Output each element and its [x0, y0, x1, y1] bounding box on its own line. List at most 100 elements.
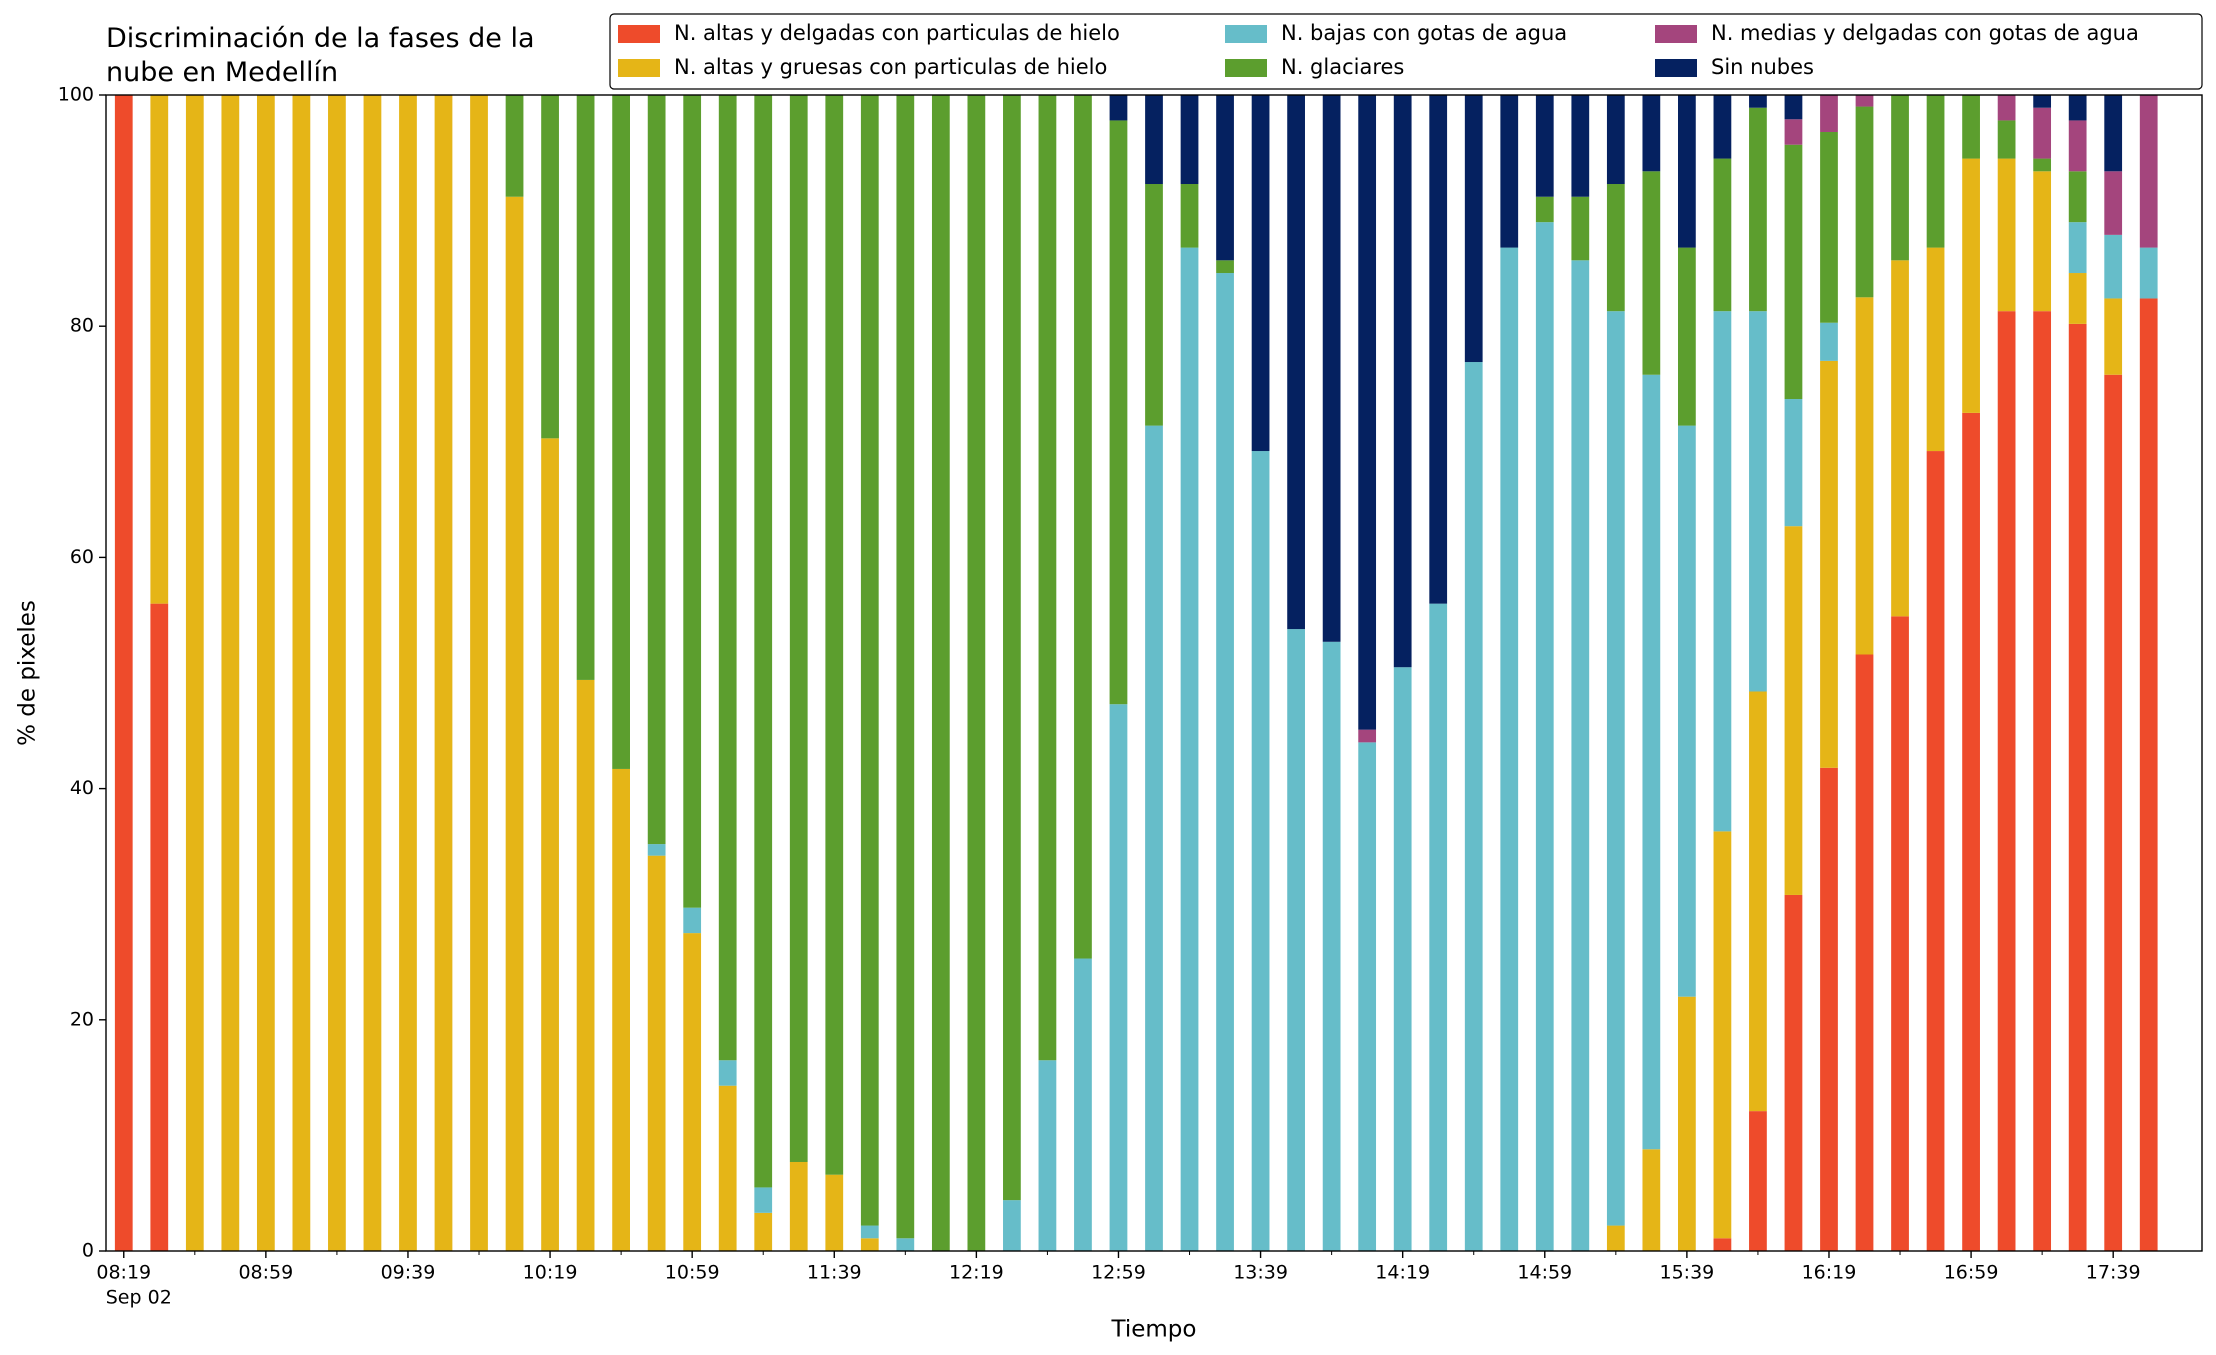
bar-segment: [1074, 95, 1092, 959]
bar-segment: [1287, 629, 1305, 1251]
bar-segment: [2104, 298, 2123, 375]
bar-segment: [576, 679, 595, 1251]
bar-segment: [825, 1174, 844, 1251]
bar-segment: [1997, 311, 2016, 1251]
bar-segment: [1713, 158, 1732, 312]
bar-segment: [292, 95, 311, 1251]
bar-segment: [1820, 767, 1838, 1251]
x-tick-label: 17:39: [2086, 1262, 2141, 1284]
legend-swatch: [1655, 59, 1697, 77]
bar-segment: [896, 95, 915, 1239]
legend-label: N. altas y gruesas con particulas de hie…: [674, 55, 1107, 79]
bar-segment: [1038, 1060, 1057, 1251]
bar-segment: [1678, 996, 1696, 1251]
legend-label: N. glaciares: [1281, 55, 1404, 79]
x-tick-label: 16:59: [1944, 1262, 1999, 1284]
bar-segment: [2104, 171, 2123, 235]
bar-segment: [1464, 362, 1483, 1251]
y-tick-label: 40: [70, 777, 94, 799]
bar-segment: [647, 95, 666, 845]
bar-segment: [470, 95, 488, 1251]
bar-segment: [1784, 144, 1803, 400]
x-tick-label: 14:19: [1375, 1262, 1430, 1284]
bar-segment: [1606, 95, 1625, 185]
x-tick-label: 14:59: [1517, 1262, 1572, 1284]
bar-segment: [1855, 297, 1874, 655]
chart-title: Discriminación de la fases de la nube en…: [106, 23, 535, 88]
bar-segment: [2104, 374, 2123, 1251]
bar-segment: [1891, 260, 1909, 617]
bar-segment: [2033, 171, 2052, 312]
bar-segment: [789, 1161, 808, 1251]
bar-segment: [1180, 184, 1199, 248]
bar-segment: [1784, 526, 1803, 895]
bar-segment: [2139, 247, 2158, 299]
bar-segment: [1997, 120, 2016, 159]
bar-segment: [1678, 425, 1696, 997]
bar-segment: [1749, 1111, 1767, 1251]
x-tick-label: 08:19: [96, 1262, 151, 1284]
bar-segment: [505, 95, 524, 197]
bar-segment: [1642, 171, 1661, 375]
bar-segment: [789, 95, 808, 1162]
x-tick-label: 09:39: [381, 1262, 436, 1284]
bar-segment: [1926, 95, 1945, 248]
bar-segment: [612, 95, 630, 769]
bar-segment: [1322, 95, 1341, 642]
bar-segment: [2068, 273, 2087, 324]
bar-segment: [1500, 95, 1519, 248]
bar-segment: [825, 95, 844, 1175]
bar-segment: [1571, 95, 1590, 197]
bar-segment: [1713, 95, 1732, 159]
bar-segment: [718, 1085, 737, 1251]
bar-segment: [2068, 95, 2087, 121]
bar-segment: [1678, 95, 1696, 248]
bar-segment: [1571, 260, 1590, 1252]
bar-segment: [1145, 425, 1163, 1252]
bar-segment: [434, 95, 453, 1251]
y-tick-label: 100: [58, 84, 94, 106]
legend-swatch: [1225, 25, 1267, 43]
bar-segment: [1713, 831, 1732, 1239]
bar-segment: [1109, 704, 1128, 1251]
bar-segment: [1074, 958, 1092, 1251]
bar-segment: [718, 95, 737, 1061]
bar-segment: [860, 95, 879, 1226]
bar-segment: [1393, 667, 1412, 1251]
bar-segment: [1358, 742, 1377, 1251]
bar-segment: [1109, 95, 1128, 121]
bar-segment: [1855, 106, 1874, 298]
x-tick-label: 08:59: [238, 1262, 293, 1284]
bar-segment: [1180, 247, 1199, 1252]
bar-segment: [718, 1060, 737, 1086]
bar-segment: [1962, 158, 1980, 413]
bar-segment: [363, 95, 382, 1251]
bar-segment: [1749, 691, 1767, 1112]
bar-segment: [399, 95, 417, 1251]
legend-swatch: [1655, 25, 1697, 43]
bar-segment: [2033, 95, 2052, 108]
bar-segment: [2068, 222, 2087, 274]
bar-segment: [1003, 1200, 1021, 1251]
bar-segment: [1216, 95, 1234, 261]
y-tick-label: 0: [82, 1240, 94, 1262]
bar-segment: [1535, 95, 1554, 197]
bar-segment: [931, 95, 950, 1251]
bar-segment: [328, 95, 346, 1251]
bar-segment: [1500, 247, 1519, 1252]
bar-segment: [2068, 171, 2087, 223]
bar-segment: [647, 855, 666, 1251]
bar-segment: [754, 95, 773, 1188]
bar-segment: [896, 1238, 915, 1251]
bar-segment: [1820, 322, 1838, 361]
bar-segment: [114, 95, 133, 1251]
bar-segment: [1784, 399, 1803, 527]
bar-segment: [2068, 323, 2087, 1251]
bar-segment: [1891, 616, 1909, 1251]
bar-segment: [2068, 120, 2087, 172]
bar-segment: [1713, 1238, 1732, 1251]
bar-segment: [2139, 298, 2158, 1251]
bar-segment: [1820, 131, 1838, 323]
bar-segment: [541, 95, 559, 439]
